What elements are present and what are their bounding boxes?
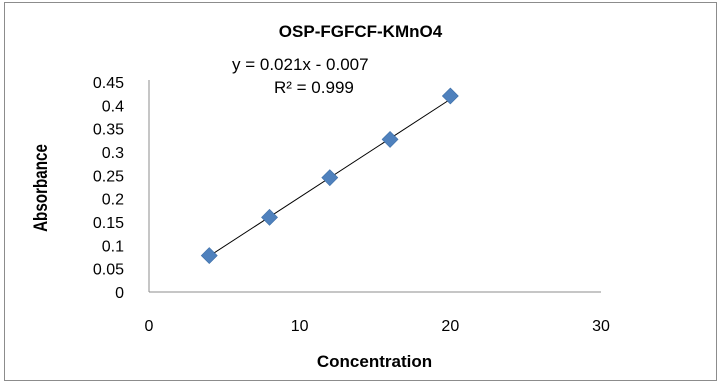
y-tick-label: 0.3 [102,145,124,162]
data-point [261,208,278,226]
chart-frame [4,2,717,381]
x-axis-label: Concentration [316,352,433,371]
x-tick-label: 30 [592,318,610,335]
trendline-equation: y = 0.021x - 0.007 [232,55,369,74]
x-tick-label: 0 [145,318,154,335]
y-tick-label: 0.4 [102,98,124,115]
x-tick-label: 10 [291,318,309,335]
y-tick-label: 0.1 [102,238,124,255]
trendline-r-squared: R² = 0.999 [274,78,354,97]
y-tick-label: 0.45 [93,75,124,92]
data-point [381,130,399,148]
y-tick-label: 0.25 [93,168,124,185]
y-tick-label: 0.05 [93,262,124,279]
y-tick-label: 0.2 [102,192,124,209]
y-tick-label: 0.15 [93,215,124,232]
chart-title: OSP-FGFCF-KMnO4 [278,22,443,41]
x-tick-label: 20 [441,318,459,335]
y-tick-label: 0 [115,285,124,302]
data-point [321,169,339,187]
y-tick-label: 0.35 [93,122,124,139]
data-point [200,247,218,265]
data-point [441,87,459,105]
